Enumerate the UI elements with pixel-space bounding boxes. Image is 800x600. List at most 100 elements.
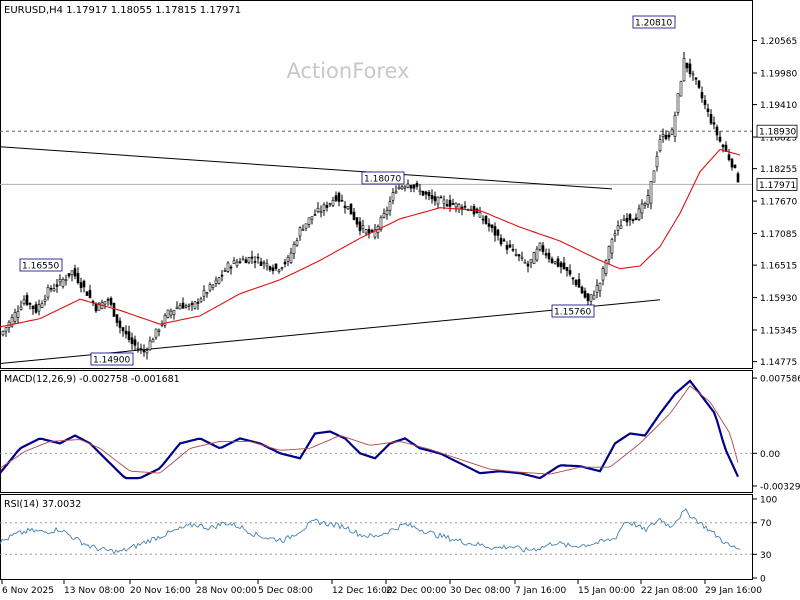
candle-body — [157, 329, 161, 332]
candle-body — [250, 256, 254, 259]
candle-body — [655, 155, 659, 168]
candle-body — [373, 228, 377, 238]
candle-body — [280, 267, 284, 269]
price-tick-label: 1.20565 — [760, 37, 797, 47]
candle-body — [130, 337, 134, 344]
candle-body — [385, 210, 389, 215]
candle-body — [718, 136, 722, 142]
candle-body — [346, 206, 350, 210]
price-tick-label: 1.15345 — [760, 327, 797, 337]
candle-body — [154, 328, 158, 338]
candle-body — [175, 306, 179, 309]
candle-body — [4, 327, 8, 332]
candle-body — [52, 288, 56, 292]
candle-body — [262, 261, 266, 264]
candle-body — [721, 144, 725, 148]
candle-body — [493, 226, 497, 236]
price-tick-label: 1.17085 — [760, 230, 797, 240]
candle-body — [184, 305, 188, 308]
candle-body — [70, 270, 74, 276]
candle-body — [502, 239, 506, 242]
candle-body — [520, 256, 524, 259]
candle-body — [49, 287, 53, 290]
candle-body — [133, 339, 137, 346]
candle-body — [223, 270, 227, 272]
candle-body — [40, 303, 44, 308]
current-price-tag: 1.17971 — [756, 177, 798, 191]
candle-body — [532, 252, 536, 264]
candle-body — [649, 181, 653, 204]
candle-body — [22, 299, 26, 304]
candle-body — [388, 201, 392, 212]
candle-body — [208, 284, 212, 291]
candle-body — [628, 214, 632, 221]
candle-body — [412, 184, 416, 189]
ma-line — [0, 148, 741, 328]
candle-body — [586, 293, 590, 302]
candle-body — [10, 317, 14, 327]
candle-body — [43, 298, 47, 302]
candle-body — [166, 309, 170, 318]
candle-body — [295, 240, 299, 246]
candle-body — [265, 263, 269, 267]
candle-body — [211, 284, 215, 288]
candle-body — [454, 202, 458, 208]
candle-body — [652, 170, 656, 183]
candle-body — [106, 299, 110, 301]
candle-body — [418, 189, 422, 193]
candle-body — [508, 244, 512, 248]
candle-body — [103, 301, 107, 305]
watermark: ActionForex — [286, 59, 409, 83]
candle-body — [292, 243, 296, 254]
annotation-1.18070: 1.18070 — [361, 171, 405, 185]
candle-body — [487, 223, 491, 227]
candle-body — [139, 348, 143, 350]
candle-body — [244, 259, 248, 264]
annotation-box — [90, 352, 134, 366]
candle-body — [490, 224, 494, 228]
candle-body — [556, 258, 560, 267]
current-price-tag-text: 1.17971 — [759, 181, 796, 191]
candle-body — [13, 312, 17, 322]
candle-body — [445, 204, 449, 207]
candle-body — [310, 216, 314, 220]
candle-body — [322, 204, 326, 211]
x-axis: 6 Nov 2025 13 Nov 08:00 20 Nov 16:00 28 Nov… — [1, 580, 762, 596]
candle-body — [352, 211, 356, 220]
candle-body — [646, 195, 650, 205]
candle-body — [163, 315, 167, 326]
candle-body — [298, 227, 302, 237]
candle-body — [331, 200, 335, 206]
candle-body — [31, 305, 35, 310]
candle-body — [499, 237, 503, 245]
annotation-box — [19, 258, 63, 272]
annotation-label: 1.20810 — [635, 19, 672, 29]
rsi-tick-label: 100 — [760, 496, 777, 506]
candle-body — [226, 262, 230, 272]
x-tick-label: 15 Jan 00:00 — [578, 586, 635, 596]
candle-body — [511, 248, 515, 251]
candle-body — [112, 302, 116, 317]
candle-body — [562, 262, 566, 270]
candle-body — [409, 185, 413, 189]
candle-body — [442, 199, 446, 204]
candle-body — [538, 242, 542, 250]
rsi-panel-frame — [0, 494, 753, 580]
x-tick-label: 28 Nov 00:00 — [196, 586, 257, 596]
annotation-1.16550: 1.16550 — [19, 258, 63, 272]
candle-body — [340, 199, 344, 202]
candle-body — [703, 99, 707, 106]
candle-body — [706, 108, 710, 112]
candle-body — [37, 304, 41, 312]
candle-body — [76, 273, 80, 284]
candle-body — [622, 218, 626, 221]
candle-body — [364, 229, 368, 234]
candle-body — [274, 263, 278, 269]
macd-tick-label: 0.007586 — [760, 375, 800, 385]
candle-body — [121, 327, 125, 332]
candle-body — [568, 270, 572, 275]
candle-body — [712, 122, 716, 125]
price-tick-label: 1.14775 — [760, 358, 797, 368]
candle-body — [64, 278, 68, 281]
candle-body — [709, 114, 713, 124]
